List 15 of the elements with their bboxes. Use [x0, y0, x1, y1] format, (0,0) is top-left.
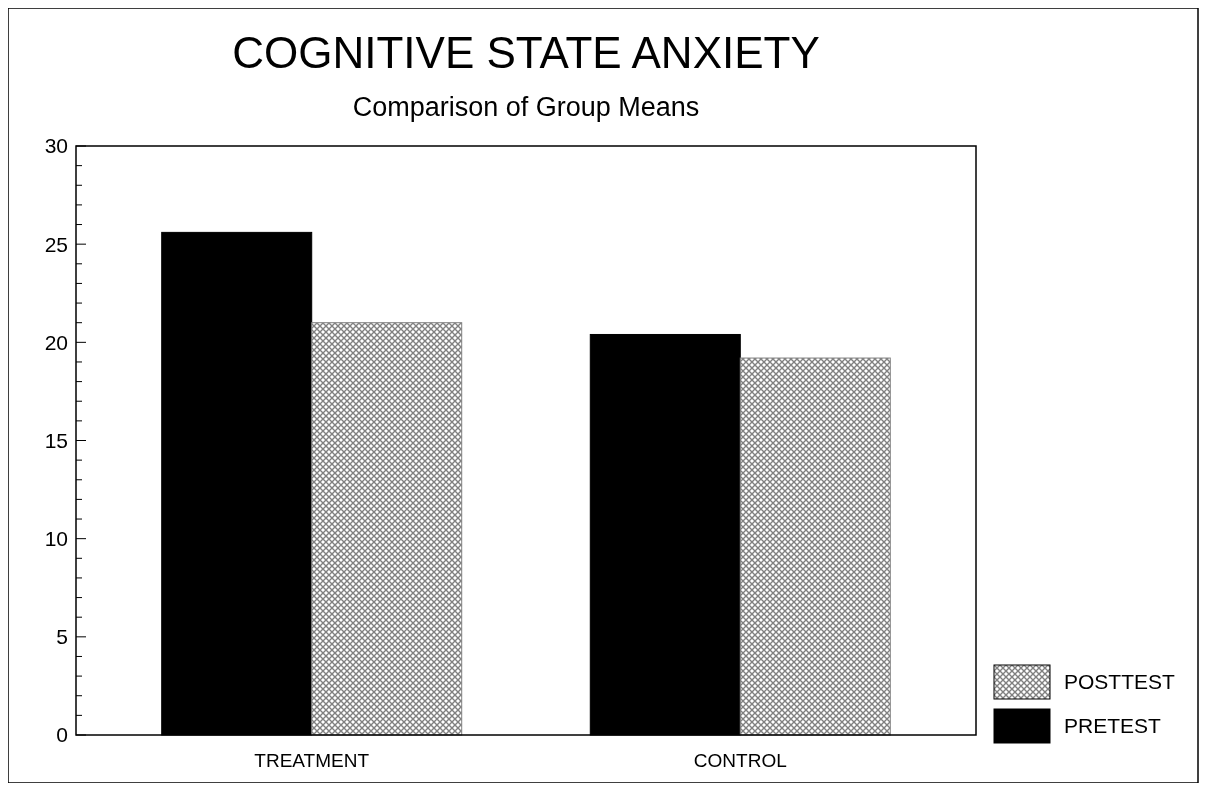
x-tick-label: CONTROL: [693, 750, 787, 771]
y-tick-label: 30: [44, 134, 68, 158]
legend-label: PRETEST: [1064, 714, 1162, 738]
chart-title: COGNITIVE STATE ANXIETY: [232, 28, 820, 77]
y-tick-label: 25: [44, 232, 68, 256]
y-tick-label: 15: [44, 428, 68, 452]
y-tick-label: 20: [44, 330, 68, 354]
x-tick-label: TREATMENT: [254, 750, 370, 771]
chart-subtitle: Comparison of Group Means: [352, 92, 700, 122]
y-tick-label: 0: [56, 723, 68, 747]
y-tick-label: 10: [44, 527, 68, 551]
bar: [311, 322, 463, 736]
bar: [739, 357, 891, 736]
y-tick-label: 5: [56, 625, 68, 649]
legend-label: POSTTEST: [1064, 670, 1176, 694]
